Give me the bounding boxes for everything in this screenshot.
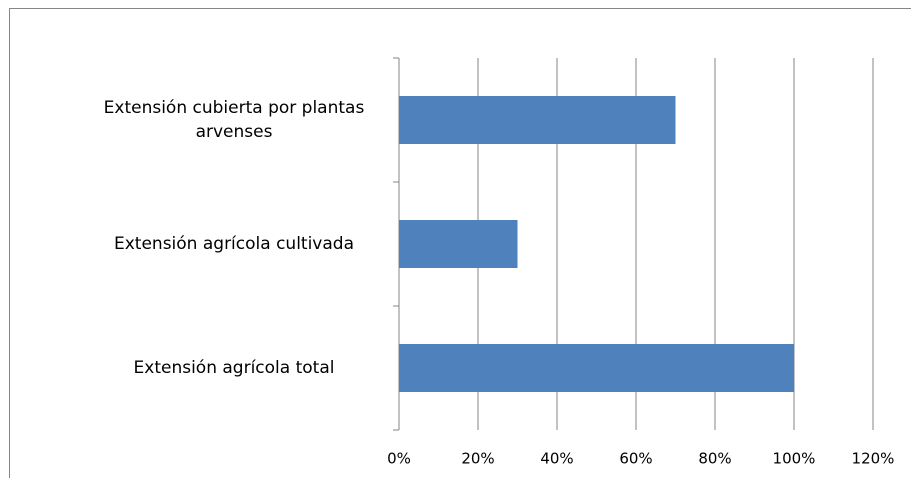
x-tick-label: 100%: [773, 450, 816, 468]
chart-border: [9, 8, 911, 478]
x-tick-label: 40%: [540, 450, 573, 468]
x-tick-label: 20%: [461, 450, 494, 468]
y-tick-label: Extensión agrícola cultivada: [114, 234, 354, 254]
x-tick-label: 60%: [619, 450, 652, 468]
x-tick-label: 120%: [852, 450, 895, 468]
bar: [399, 96, 676, 144]
y-tick-label: Extensión agrícola total: [133, 358, 335, 378]
x-tick-label: 0%: [387, 450, 411, 468]
bar: [399, 220, 518, 268]
bar: [399, 344, 794, 392]
x-tick-label: 80%: [698, 450, 731, 468]
y-tick-label: Extensión cubierta por plantas arvenses: [103, 98, 365, 142]
